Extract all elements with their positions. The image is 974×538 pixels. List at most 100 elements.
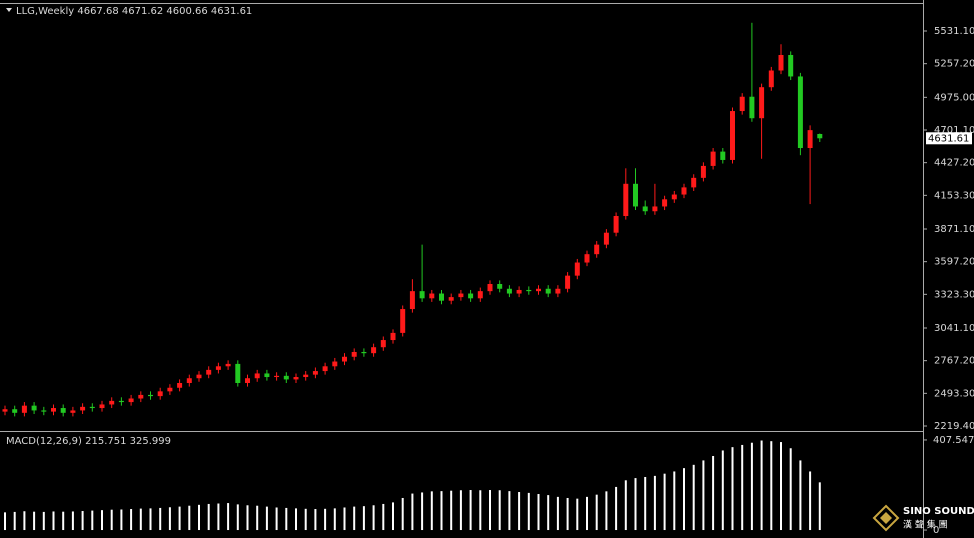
candle-body xyxy=(167,387,173,392)
macd-bar xyxy=(52,511,55,531)
macd-bar xyxy=(692,464,695,531)
macd-bar xyxy=(683,468,685,531)
candle-body xyxy=(148,394,153,397)
candle-body xyxy=(400,309,406,333)
candle-body xyxy=(303,374,309,378)
candle-body xyxy=(739,96,745,112)
candle-body xyxy=(206,369,212,375)
y-tick-label: 3041.10 xyxy=(934,323,974,334)
macd-bar xyxy=(644,476,647,531)
macd-bar xyxy=(188,505,191,531)
logo-chinese: 漢 聲 集 團 xyxy=(903,519,948,531)
y-tick-label: 4427.20 xyxy=(934,158,974,169)
macd-bar xyxy=(139,508,142,531)
candle-body xyxy=(361,351,367,354)
candle-body xyxy=(99,404,105,409)
y-tick-label: 5257.20 xyxy=(934,59,974,70)
macd-bar xyxy=(741,444,744,531)
macd-bar xyxy=(634,478,637,531)
candle-body xyxy=(2,409,8,412)
candle-body xyxy=(613,216,619,233)
macd-bar xyxy=(314,509,317,531)
macd-bar xyxy=(430,491,433,531)
candle-body xyxy=(526,289,532,292)
candle-body xyxy=(118,400,124,403)
macd-bar xyxy=(770,441,773,531)
candle-body xyxy=(633,183,638,207)
macd-bar xyxy=(392,502,394,531)
candle-body xyxy=(662,199,668,207)
candle-body xyxy=(565,275,571,289)
candle-body xyxy=(807,130,813,149)
candle-body xyxy=(128,398,134,403)
macd-bar xyxy=(450,490,453,531)
y-tick-label: 2219.40 xyxy=(934,421,974,432)
y-tick-label: 4975.00 xyxy=(934,92,974,103)
macd-bar xyxy=(246,505,249,531)
macd-bar xyxy=(362,506,365,531)
macd-bar xyxy=(624,480,627,531)
candle-body xyxy=(788,54,794,77)
macd-bar xyxy=(71,511,74,531)
candle-body xyxy=(235,363,241,383)
macd-bar xyxy=(508,491,511,531)
macd-bar xyxy=(518,492,521,531)
macd-bar xyxy=(333,508,336,531)
macd-bar xyxy=(760,440,763,531)
macd-bar xyxy=(33,511,36,531)
candle-body xyxy=(458,293,464,298)
macd-bar xyxy=(120,509,123,531)
candle-body xyxy=(12,409,18,413)
candle-body xyxy=(157,391,163,397)
macd-bar xyxy=(198,504,200,531)
macd-bar xyxy=(110,509,113,531)
candle-body xyxy=(351,351,357,357)
macd-bar xyxy=(236,504,239,531)
macd-bar xyxy=(750,442,753,531)
candle-body xyxy=(671,194,677,200)
macd-bar xyxy=(663,473,666,531)
macd-bar xyxy=(256,505,259,531)
macd-bar xyxy=(42,511,45,531)
y-tick-label: 3597.20 xyxy=(934,257,974,268)
macd-label: MACD(12,26,9) 215.751 325.999 xyxy=(6,436,171,447)
macd-bar xyxy=(818,482,821,531)
candle-body xyxy=(380,340,386,348)
macd-bar xyxy=(440,491,443,531)
candle-body xyxy=(245,378,250,383)
macd-bar xyxy=(411,493,414,531)
candle-body xyxy=(536,288,541,292)
candle-body xyxy=(448,297,454,301)
candle-body xyxy=(109,400,115,405)
candle-body xyxy=(177,382,183,388)
candle-body xyxy=(700,165,706,178)
macd-bar xyxy=(62,511,65,531)
candle-body xyxy=(293,377,299,380)
candle-body xyxy=(545,288,551,294)
candle-body xyxy=(574,262,580,276)
macd-bar xyxy=(178,506,181,531)
macd-bar xyxy=(479,490,482,531)
y-tick-label: 2493.30 xyxy=(934,388,974,399)
candle-body xyxy=(516,289,522,294)
y-tick-label: 5531.10 xyxy=(934,26,974,37)
macd-bar xyxy=(809,471,812,531)
candle-body xyxy=(70,410,76,413)
y-tick-label: 3871.10 xyxy=(934,224,974,235)
candle-body xyxy=(594,244,600,255)
macd-bar xyxy=(23,511,26,531)
candle-body xyxy=(138,394,144,399)
macd-bar xyxy=(702,460,705,531)
macd-bar xyxy=(527,492,530,531)
candle-body xyxy=(186,378,192,383)
macd-bar xyxy=(227,503,230,531)
macd-bar xyxy=(265,506,268,531)
macd-bar xyxy=(731,447,734,531)
candle-body xyxy=(342,356,347,362)
candle-body xyxy=(681,187,687,195)
macd-bar xyxy=(712,455,715,531)
macd-bar xyxy=(586,496,588,531)
macd-bar xyxy=(469,490,472,531)
candle-body xyxy=(817,133,823,139)
